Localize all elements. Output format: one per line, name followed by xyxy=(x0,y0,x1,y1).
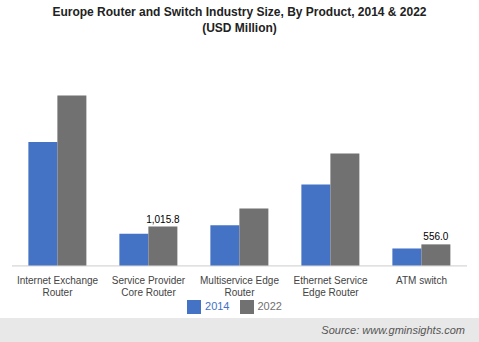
svg-text:Service ProviderCore Router: Service ProviderCore Router xyxy=(112,275,186,298)
svg-text:Ethernet ServiceEdge Router: Ethernet ServiceEdge Router xyxy=(294,275,368,298)
svg-text:556.0: 556.0 xyxy=(423,231,448,242)
html-text:2014: 2014 xyxy=(205,299,230,312)
html-text:(USD Million): (USD Million) xyxy=(202,21,277,35)
svg-text:ATM switch: ATM switch xyxy=(396,275,447,286)
svg-text:1,015.8: 1,015.8 xyxy=(146,214,180,225)
svg-text:Multiservice EdgeRouter: Multiservice EdgeRouter xyxy=(200,275,279,298)
html-text:Europe Router and Switch Indus: Europe Router and Switch Industry Size, … xyxy=(52,5,427,19)
html-text:Source: www.gminsights.com: Source: www.gminsights.com xyxy=(321,324,465,336)
html-text:2022: 2022 xyxy=(257,299,282,312)
svg-text:Internet ExchangeRouter: Internet ExchangeRouter xyxy=(17,275,99,298)
